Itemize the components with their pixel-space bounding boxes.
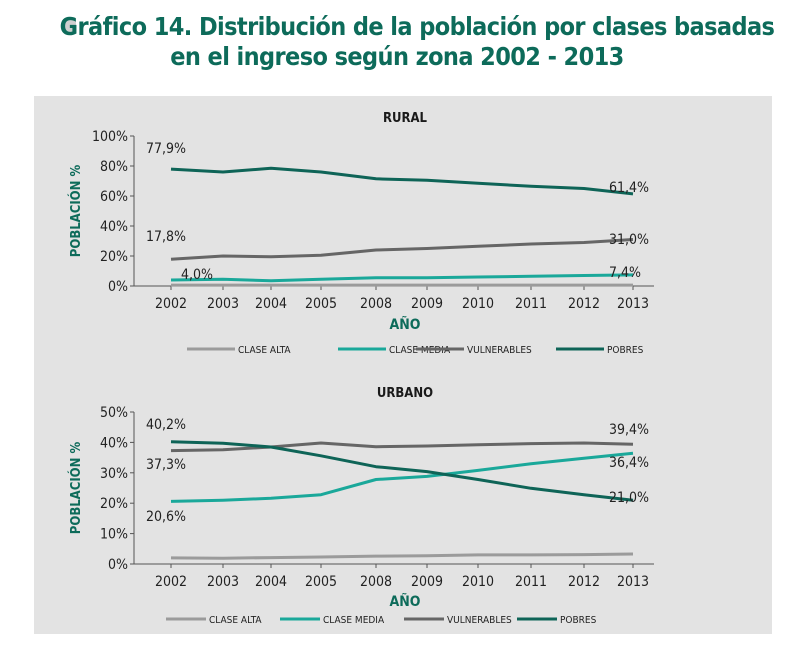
urbano-y-tick-label: 10% bbox=[100, 527, 128, 543]
rural-legend-label: POBRES bbox=[607, 345, 644, 356]
rural-y-tick-label: 40% bbox=[100, 219, 128, 235]
rural-data-label: 7,4% bbox=[609, 265, 641, 281]
rural-legend-label: VULNERABLES bbox=[467, 345, 532, 356]
urbano-series-clase-alta bbox=[170, 552, 634, 560]
urbano-x-tick-label: 2010 bbox=[462, 574, 494, 590]
urbano-y-tick-label: 0% bbox=[108, 557, 128, 573]
urbano-legend-label: CLASE MEDIA bbox=[323, 615, 385, 626]
urbano-data-label: 40,2% bbox=[146, 417, 186, 433]
urbano-x-tick-label: 2009 bbox=[411, 574, 443, 590]
urbano-chart-title: URBANO bbox=[377, 386, 433, 401]
rural-series-clase-media bbox=[170, 273, 634, 283]
rural-x-tick-label: 2010 bbox=[462, 296, 494, 312]
rural-x-axis-label: AÑO bbox=[390, 316, 421, 333]
rural-data-label: 77,9% bbox=[146, 141, 186, 157]
rural-x-tick-label: 2013 bbox=[617, 296, 649, 312]
rural-series-vulnerables bbox=[170, 238, 634, 261]
urbano-x-tick-label: 2012 bbox=[568, 574, 600, 590]
urbano-data-label: 37,3% bbox=[146, 457, 186, 473]
figure-title-line-2: en el ingreso según zona 2002 - 2013 bbox=[170, 42, 624, 71]
urbano-series-clase-media bbox=[170, 451, 634, 503]
chart-panel: RURAL 0% 20% 40% 60% 80% 100% 2002 2003 2004 2005 2… bbox=[34, 96, 772, 634]
rural-y-tick-label: 80% bbox=[100, 159, 128, 175]
urbano-x-tick-label: 2011 bbox=[515, 574, 547, 590]
urbano-series-pobres bbox=[170, 440, 634, 502]
urbano-x-tick-label: 2008 bbox=[360, 574, 392, 590]
rural-x-tick-label: 2003 bbox=[207, 296, 239, 312]
rural-y-tick-label: 20% bbox=[100, 249, 128, 265]
rural-chart-title: RURAL bbox=[383, 111, 428, 126]
urbano-y-tick-label: 20% bbox=[100, 496, 128, 512]
rural-x-tick-label: 2005 bbox=[305, 296, 337, 312]
urbano-y-axis-label: POBLACIÓN % bbox=[68, 442, 84, 535]
urbano-data-label: 36,4% bbox=[609, 455, 649, 471]
urbano-x-axis-label: AÑO bbox=[390, 593, 421, 610]
rural-x-tick-label: 2008 bbox=[360, 296, 392, 312]
rural-x-tick-label: 2011 bbox=[515, 296, 547, 312]
rural-y-tick-label: 60% bbox=[100, 189, 128, 205]
urbano-x-tick-label: 2005 bbox=[305, 574, 337, 590]
rural-x-tick-label: 2002 bbox=[155, 296, 187, 312]
urbano-legend-label: CLASE ALTA bbox=[209, 615, 262, 626]
urbano-y-tick-label: 50% bbox=[100, 405, 128, 421]
urbano-series-vulnerables bbox=[170, 441, 634, 453]
urbano-x-tick-label: 2013 bbox=[617, 574, 649, 590]
urbano-data-label: 20,6% bbox=[146, 509, 186, 525]
rural-x-tick-label: 2012 bbox=[568, 296, 600, 312]
rural-y-tick-label: 100% bbox=[92, 129, 128, 145]
rural-x-tick-label: 2009 bbox=[411, 296, 443, 312]
figure-header: Gráfico 14. Distribución de la población… bbox=[0, 0, 794, 90]
urbano-x-tick-label: 2004 bbox=[255, 574, 287, 590]
rural-legend-label: CLASE ALTA bbox=[238, 345, 291, 356]
urbano-y-tick-label: 30% bbox=[100, 466, 128, 482]
urbano-data-label: 39,4% bbox=[609, 422, 649, 438]
title-bullet-icon bbox=[63, 19, 76, 32]
rural-x-tick-label: 2004 bbox=[255, 296, 287, 312]
rural-y-axis-label: POBLACIÓN % bbox=[68, 165, 84, 258]
rural-data-label: 4,0% bbox=[181, 267, 213, 283]
urbano-x-tick-label: 2002 bbox=[155, 574, 187, 590]
urbano-x-tick-label: 2003 bbox=[207, 574, 239, 590]
urbano-legend-label: VULNERABLES bbox=[447, 615, 512, 626]
rural-data-label: 31,0% bbox=[609, 232, 649, 248]
charts-svg: RURAL 0% 20% 40% 60% 80% 100% 2002 2003 2004 2005 2… bbox=[68, 111, 654, 626]
rural-y-tick-label: 0% bbox=[108, 279, 128, 295]
urbano-legend-label: POBRES bbox=[560, 615, 597, 626]
urbano-y-tick-label: 40% bbox=[100, 435, 128, 451]
rural-series-pobres bbox=[170, 166, 634, 196]
rural-data-label: 17,8% bbox=[146, 229, 186, 245]
figure-title-line-1: Gráfico 14. Distribución de la población… bbox=[59, 12, 775, 41]
rural-data-label: 61,4% bbox=[609, 180, 649, 196]
urbano-data-label: 21,0% bbox=[609, 490, 649, 506]
